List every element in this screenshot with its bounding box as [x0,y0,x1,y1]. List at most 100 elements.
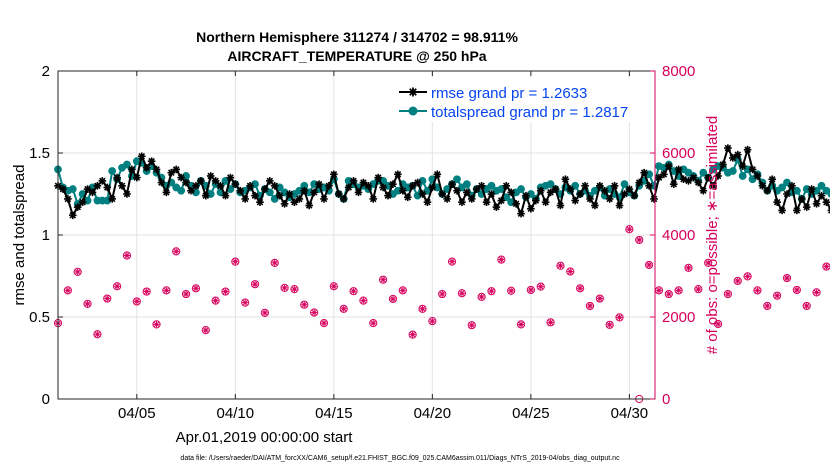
rmse-point [778,206,786,215]
obs-assimilated-point [153,321,160,328]
rmse-point [467,195,476,203]
rmse-point [487,190,496,198]
rmse-point [660,170,668,179]
rmse-point [192,182,200,190]
obs-assimilated-point [715,320,722,327]
rmse-point [157,178,166,187]
rmse-point [566,185,575,193]
legend-marker-totalspread-shape [408,106,418,116]
obs-possible-point [319,319,329,328]
rmse-point [73,203,82,211]
x-tick-label: 04/05 [118,405,156,422]
obs-assimilated-point [232,258,239,265]
obs-possible-point [142,287,151,296]
rmse-point [472,185,481,193]
obs-possible-point [270,258,279,267]
rmse-point [620,190,629,198]
rmse-point [241,195,249,203]
rmse-point [137,152,146,161]
obs-assimilated-point [409,331,416,338]
obs-possible-point [103,294,112,303]
obs-possible-point [369,319,378,328]
obs-possible-point [300,300,309,309]
rmse-point [768,175,777,184]
obs-possible-point [625,225,634,234]
rmse-point [807,185,816,193]
obs-assimilated-point [655,287,662,294]
obs-possible-point [674,286,683,295]
obs-assimilated-point [350,288,357,295]
rmse-point [674,165,683,174]
obs-assimilated-point [774,292,781,299]
rmse-point [246,182,254,190]
rmse-point [802,203,811,211]
y-tick-label: 1.5 [29,145,50,162]
rmse-point [502,182,511,190]
y-tick-label: 0.5 [29,309,50,326]
totalspread-point [728,167,737,175]
obs-possible-point [812,288,821,297]
x-tick-label: 04/10 [217,405,255,422]
obs-possible-point [457,289,467,298]
totalspread-point [487,181,496,190]
legend-label-rmse: rmse grand pr = 1.2633 [431,85,587,102]
obs-possible-point [507,286,516,295]
totalspread-point [462,180,471,189]
obs-possible-point [290,285,299,294]
obs-assimilated-point [202,327,209,334]
obs-assimilated-point [518,321,525,328]
rmse-point [68,211,77,220]
rmse-point [655,173,663,182]
rmse-point [103,183,112,192]
obs-possible-point [733,276,742,286]
obs-assimilated-point [665,291,672,298]
totalspread-point [748,175,757,184]
rmse-point [729,154,737,162]
x-tick-label: 04/25 [512,405,550,422]
obs-assimilated-point [419,305,426,312]
rmse-point [477,182,486,190]
obs-count-points [53,225,830,404]
totalspread-point [517,185,525,193]
totalspread-point [177,186,186,195]
rmse-point [413,178,422,187]
totalspread-point [817,181,826,190]
rmse-point [78,198,87,206]
rmse-point [664,162,673,170]
obs-possible-point [664,289,673,299]
obs-possible-point [211,296,220,305]
obs-possible-point [359,296,368,305]
rmse-point [605,195,614,203]
rmse-point [221,191,230,200]
axis-ticks: 04/05 04/10 04/15 04/20 04/25 04/3000.511.520… [29,63,695,422]
obs-possible-point [162,286,171,295]
obs-possible-point [822,262,830,271]
rmse-point [645,182,653,190]
legend-marker-rmse [408,87,418,97]
obs-possible-point [122,251,132,260]
rmse-point [512,200,520,208]
obs-possible-point [250,280,260,289]
obs-possible-point [546,318,555,327]
obs-possible-point [743,272,752,281]
y-right-tick-label: 4000 [662,227,695,244]
obs-assimilated-point [724,291,731,298]
rmse-point [423,198,432,206]
obs-assimilated-point [636,236,643,243]
rmse-point [354,188,363,197]
totalspread-point [270,195,279,203]
rmse-point [551,185,560,193]
rmse-point [270,182,279,190]
rmse-point [197,177,205,185]
obs-assimilated-point [439,291,446,298]
totalspread-point [571,181,580,190]
obs-possible-point [556,261,565,270]
obs-assimilated-point [360,297,367,304]
rmse-point [399,186,407,195]
obs-possible-point [63,286,72,295]
rmse-point [403,193,412,202]
obs-possible-point [802,301,811,311]
rmse-point [600,186,609,195]
rmse-point [453,186,461,195]
legend-box [396,78,648,122]
